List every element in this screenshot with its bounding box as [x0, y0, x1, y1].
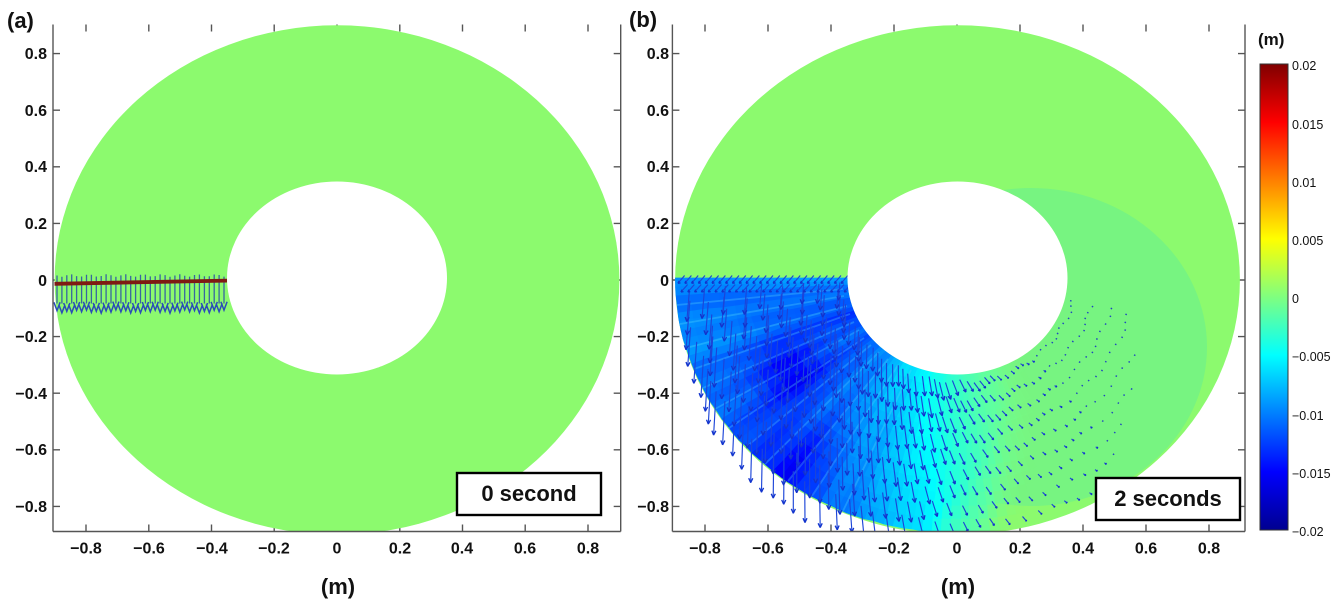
svg-text:−0.4: −0.4 [15, 386, 47, 403]
svg-text:(b): (b) [629, 7, 657, 32]
svg-text:0.4: 0.4 [647, 159, 669, 176]
svg-text:0.8: 0.8 [647, 46, 669, 63]
svg-text:−0.8: −0.8 [70, 541, 102, 558]
svg-text:−0.2: −0.2 [258, 541, 290, 558]
svg-text:0.4: 0.4 [25, 159, 47, 176]
svg-text:0.015: 0.015 [1292, 118, 1323, 132]
svg-text:−0.4: −0.4 [637, 386, 669, 403]
svg-text:0.01: 0.01 [1292, 176, 1316, 190]
svg-text:0.6: 0.6 [514, 541, 536, 558]
svg-text:−0.005: −0.005 [1292, 350, 1331, 364]
svg-text:2 seconds: 2 seconds [1114, 486, 1222, 511]
svg-text:0.8: 0.8 [1198, 541, 1220, 558]
svg-text:−0.6: −0.6 [15, 442, 47, 459]
svg-text:−0.01: −0.01 [1292, 409, 1324, 423]
svg-text:0.2: 0.2 [647, 216, 669, 233]
svg-text:0: 0 [333, 541, 342, 558]
svg-text:−0.8: −0.8 [689, 541, 721, 558]
svg-text:−0.015: −0.015 [1292, 467, 1331, 481]
svg-text:−0.2: −0.2 [637, 329, 669, 346]
svg-text:(m): (m) [1258, 30, 1284, 49]
svg-text:−0.02: −0.02 [1292, 525, 1324, 539]
svg-text:(a): (a) [7, 8, 34, 33]
svg-text:0.2: 0.2 [1009, 541, 1031, 558]
svg-text:0.2: 0.2 [25, 216, 47, 233]
svg-text:0.6: 0.6 [647, 103, 669, 120]
svg-text:0.6: 0.6 [25, 103, 47, 120]
svg-text:−0.6: −0.6 [637, 442, 669, 459]
svg-text:0: 0 [38, 273, 47, 290]
svg-text:(m): (m) [321, 574, 355, 599]
svg-text:−0.6: −0.6 [133, 541, 165, 558]
svg-text:0.2: 0.2 [389, 541, 411, 558]
svg-text:−0.2: −0.2 [15, 329, 47, 346]
svg-text:0: 0 [953, 541, 962, 558]
svg-text:0: 0 [660, 273, 669, 290]
svg-text:−0.4: −0.4 [815, 541, 847, 558]
svg-text:0.02: 0.02 [1292, 59, 1316, 73]
svg-text:0: 0 [1292, 292, 1299, 306]
svg-text:−0.6: −0.6 [752, 541, 784, 558]
svg-text:0.6: 0.6 [1135, 541, 1157, 558]
svg-text:(m): (m) [941, 574, 975, 599]
svg-text:−0.8: −0.8 [637, 499, 669, 516]
svg-text:0 second: 0 second [481, 481, 576, 506]
svg-text:0.005: 0.005 [1292, 234, 1323, 248]
svg-text:0.8: 0.8 [25, 46, 47, 63]
svg-text:−0.2: −0.2 [878, 541, 910, 558]
svg-text:−0.4: −0.4 [196, 541, 228, 558]
svg-text:0.4: 0.4 [1072, 541, 1094, 558]
svg-text:−0.8: −0.8 [15, 499, 47, 516]
svg-text:0.8: 0.8 [577, 541, 599, 558]
svg-text:0.4: 0.4 [451, 541, 473, 558]
